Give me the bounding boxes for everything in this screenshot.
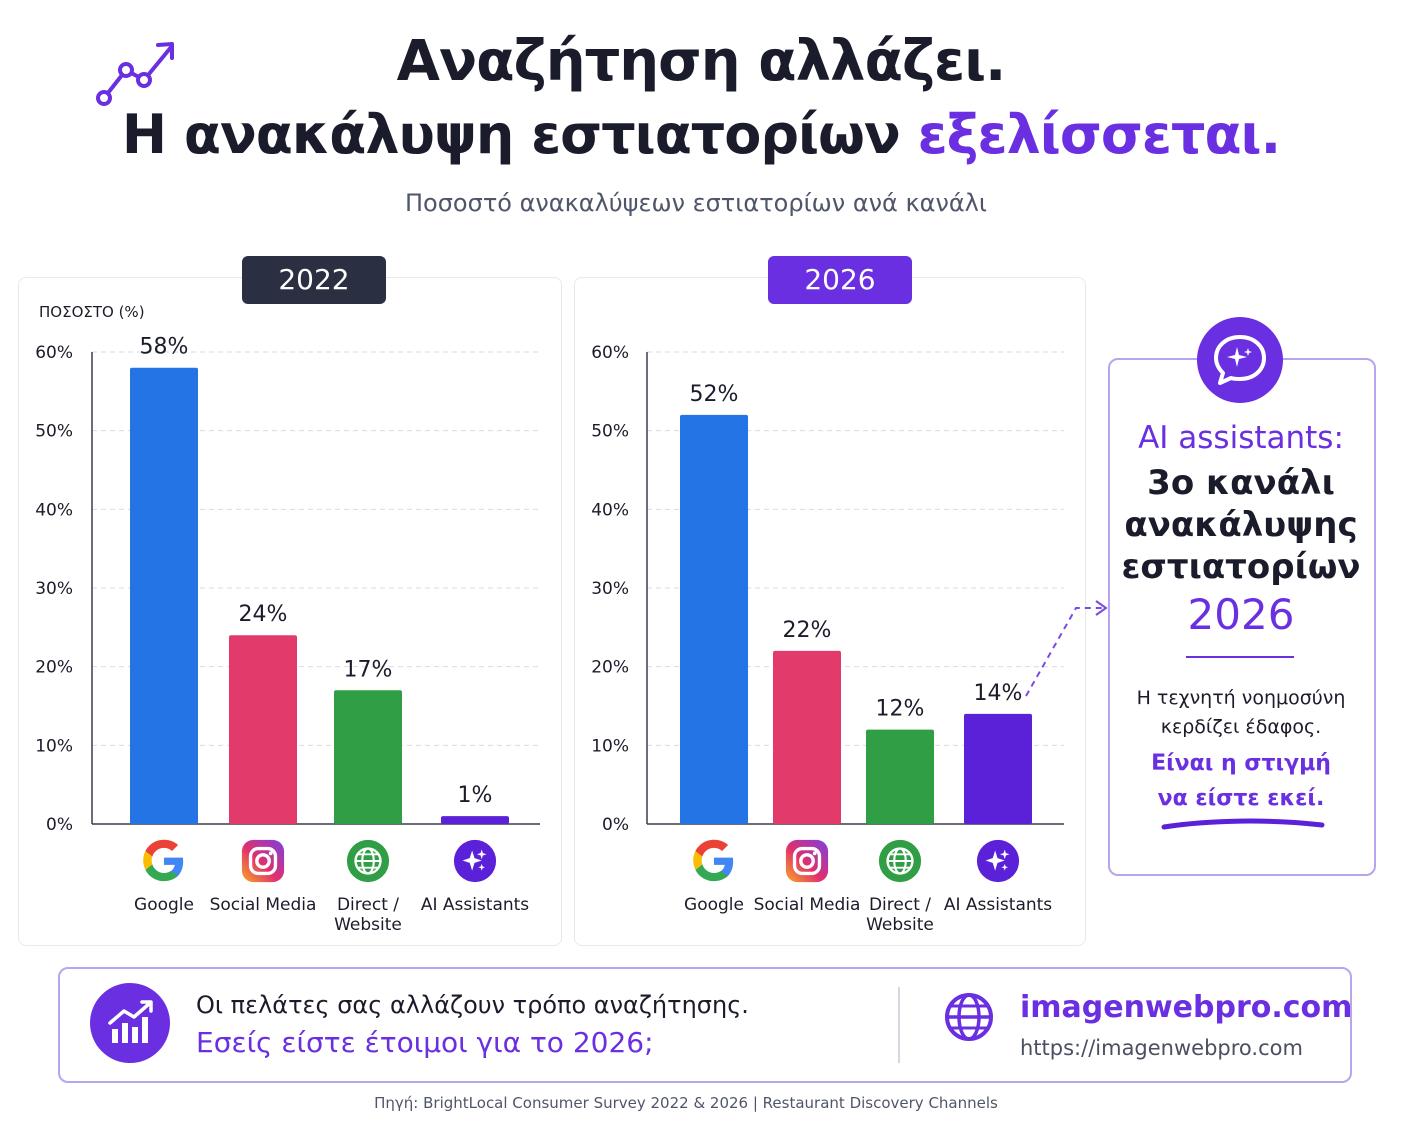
category-label-line1: Direct /: [336, 895, 400, 915]
banner-question-line1: Οι πελάτες σας αλλάζουν τρόπο αναζήτησης…: [196, 991, 749, 1019]
callout-body-line1: Η τεχνητή νοημοσύνη: [1136, 687, 1346, 709]
page-title-line1: Αναζήτηση αλλάζει.: [396, 29, 1007, 94]
category-label-line1: Social Media: [209, 895, 317, 915]
chart-panel-2026: [574, 277, 1086, 946]
ai-sparkle-icon: [452, 838, 498, 884]
category-label: AI Assistants: [938, 895, 1058, 915]
callout-cta-line2: να είστε εκεί.: [1157, 786, 1325, 811]
callout-title-line2: ανακάλυψης: [1124, 505, 1358, 545]
page-title-line2: Η ανακάλυψη εστιατορίων εξελίσσεται.: [0, 102, 1402, 168]
source-note: Πηγή: BrightLocal Consumer Survey 2022 &…: [374, 1094, 998, 1112]
category-label-line1: AI Assistants: [420, 895, 530, 915]
google-icon: [691, 838, 737, 884]
google-icon: [141, 838, 187, 884]
callout-cta-line1: Είναι η στιγμή: [1151, 751, 1331, 776]
ai-sparkle-icon: [975, 838, 1021, 884]
year-badge-2022: 2022: [242, 256, 386, 304]
bottom-banner: [58, 967, 1352, 1083]
category-label: Google: [654, 895, 774, 915]
website-url-link[interactable]: https://imagenwebpro.com: [1020, 1036, 1303, 1060]
category-label-line2: Website: [334, 915, 402, 935]
title-accent-text: εξελίσσεται.: [917, 103, 1282, 166]
category-label: Direct / Website: [840, 895, 960, 935]
instagram-icon: [784, 838, 830, 884]
ai-callout-box: [1108, 358, 1376, 876]
website-globe-icon: [945, 993, 993, 1041]
category-label: Social Media: [203, 895, 323, 915]
category-label-line1: Google: [684, 895, 744, 915]
instagram-icon: [240, 838, 286, 884]
y-axis-title: ΠΟΣΟΣΤΟ (%): [39, 303, 145, 321]
year-badge-2026: 2026: [768, 256, 912, 304]
category-label-line1: Direct /: [868, 895, 932, 915]
category-label: Direct / Website: [308, 895, 428, 935]
callout-body-line2: κερδίζει έδαφος.: [1160, 716, 1322, 738]
category-label-line1: Social Media: [753, 895, 861, 915]
category-label: Google: [104, 895, 224, 915]
category-label-line1: AI Assistants: [943, 895, 1053, 915]
category-label-line2: Website: [866, 915, 934, 935]
ai-chat-icon: [1197, 317, 1283, 403]
growth-chart-icon: [90, 983, 170, 1063]
callout-connector: [1025, 600, 1108, 697]
banner-divider: [898, 987, 900, 1063]
brush-underline: [1161, 818, 1325, 830]
globe-icon: [877, 838, 923, 884]
callout-divider: [1186, 656, 1294, 658]
trend-line-icon: [96, 42, 174, 106]
page-subtitle: Ποσοστό ανακαλύψεων εστιατορίων ανά κανά…: [404, 189, 988, 217]
brand-link[interactable]: imagenwebpro.com: [1020, 990, 1353, 1025]
category-label: Social Media: [747, 895, 867, 915]
globe-icon: [345, 838, 391, 884]
callout-body: Η τεχνητή νοημοσύνη κερδίζει έδαφος.: [1108, 684, 1374, 742]
callout-cta: Είναι η στιγμή να είστε εκεί.: [1108, 746, 1374, 816]
banner-question-line2: Εσείς είστε έτοιμοι για το 2026;: [196, 1026, 654, 1059]
category-label: AI Assistants: [415, 895, 535, 915]
category-label-line1: Google: [134, 895, 194, 915]
callout-title: 3ο κανάλι ανακάλυψης εστιατορίων: [1108, 462, 1374, 588]
callout-year: 2026: [1187, 590, 1295, 639]
callout-title-line3: εστιατορίων: [1121, 547, 1361, 587]
title-main-text: Η ανακάλυψη εστιατορίων: [121, 103, 918, 166]
callout-title-line1: 3ο κανάλι: [1147, 463, 1335, 503]
chart-panel-2022: [18, 277, 562, 946]
callout-heading: AI assistants:: [1138, 420, 1344, 456]
